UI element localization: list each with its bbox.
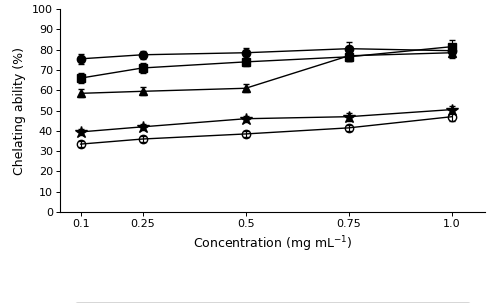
X-axis label: Concentration (mg mL$^{-1}$): Concentration (mg mL$^{-1}$) — [192, 235, 352, 254]
Y-axis label: Chelating ability (%): Chelating ability (%) — [14, 47, 26, 175]
